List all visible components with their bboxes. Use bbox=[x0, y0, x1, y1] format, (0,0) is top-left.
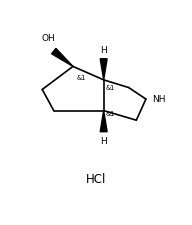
Text: &1: &1 bbox=[77, 75, 86, 81]
Polygon shape bbox=[100, 59, 107, 80]
Text: NH: NH bbox=[152, 94, 165, 104]
Text: H: H bbox=[100, 46, 107, 55]
Text: &1: &1 bbox=[106, 85, 115, 90]
Text: &1: &1 bbox=[106, 111, 115, 117]
Text: OH: OH bbox=[41, 34, 55, 43]
Text: H: H bbox=[100, 137, 107, 146]
Text: HCl: HCl bbox=[86, 173, 106, 186]
Polygon shape bbox=[100, 110, 107, 132]
Polygon shape bbox=[52, 48, 73, 66]
